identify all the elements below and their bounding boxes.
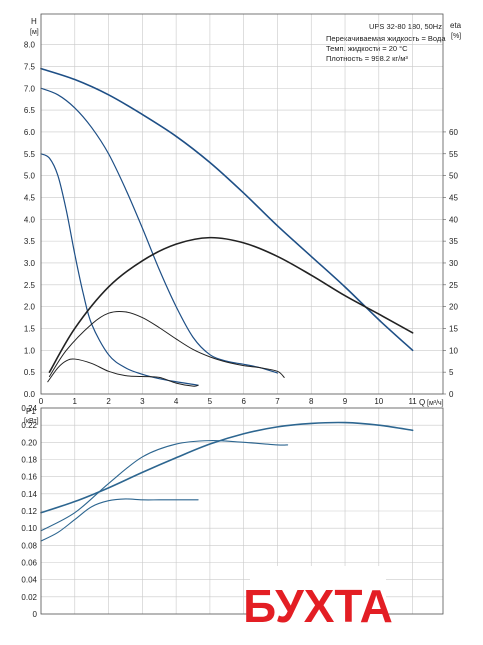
- x-tick-label: 4: [174, 397, 179, 406]
- head-curve: [40, 153, 199, 386]
- y-tick-label: 7.0: [24, 84, 36, 93]
- y2-tick-label: 25: [449, 281, 458, 290]
- y-tick-label: 0.5: [24, 368, 36, 377]
- x-tick-label: 0: [39, 397, 44, 406]
- y-tick-label: 4.5: [24, 193, 36, 202]
- logo-watermark: БУХТА: [243, 566, 393, 632]
- y-tick-label: 6.0: [24, 128, 36, 137]
- power-axis-unit: [кВт]: [24, 418, 39, 425]
- y2-tick-label: 0: [449, 390, 454, 399]
- y2-tick-label: 15: [449, 324, 458, 333]
- x-tick-label: 6: [241, 397, 246, 406]
- efficiency-curve: [48, 310, 285, 378]
- y2-tick-label: 5: [449, 368, 454, 377]
- y2-axis-title: eta: [450, 21, 462, 30]
- y2-tick-label: 10: [449, 346, 458, 355]
- power-tick-label: 0.14: [21, 490, 37, 499]
- x-tick-label: 7: [275, 397, 280, 406]
- y-tick-label: 1.5: [24, 324, 36, 333]
- power-curve: [40, 440, 289, 532]
- y2-tick-label: 40: [449, 215, 458, 224]
- y-tick-label: 1.0: [24, 346, 36, 355]
- power-tick-label: 0.12: [21, 507, 37, 516]
- head-curve: [40, 67, 414, 352]
- y2-axis-unit: [%]: [451, 33, 461, 40]
- efficiency-curve: [47, 358, 199, 387]
- y2-tick-label: 20: [449, 303, 458, 312]
- y-tick-label: 3.0: [24, 259, 36, 268]
- tick-labels: 0 1 2 3 4 5 6 7 8 9 10 110.00.51.01.52.02.53.03.54.…: [21, 41, 458, 619]
- efficiency-curve: [48, 236, 414, 373]
- power-tick-label: 0: [33, 610, 38, 619]
- power-tick-label: 0.16: [21, 473, 37, 482]
- x-tick-label: 9: [343, 397, 348, 406]
- y2-tick-label: 45: [449, 193, 458, 202]
- top-plot-frame: [40, 13, 444, 395]
- power-tick-label: 0.24: [21, 404, 37, 413]
- head-curve: [40, 87, 279, 374]
- y-tick-label: 8.0: [24, 41, 36, 50]
- temperature-label: Темп. жидкости = 20 °C: [326, 44, 408, 53]
- y2-tick-label: 30: [449, 259, 458, 268]
- x-tick-label: 5: [208, 397, 213, 406]
- power-tick-label: 0.02: [21, 593, 37, 602]
- y-axis-unit: [м]: [30, 29, 39, 36]
- pump-model-label: UPS 32-80 180, 50Hz: [369, 22, 442, 31]
- curves: [40, 67, 414, 542]
- power-tick-label: 0.22: [21, 421, 37, 430]
- power-tick-label: 0.18: [21, 456, 37, 465]
- y-axis-title: H: [31, 17, 37, 26]
- power-tick-label: 0.04: [21, 576, 37, 585]
- x-tick-label: 10: [374, 397, 383, 406]
- x-tick-label: 3: [140, 397, 145, 406]
- x-tick-label: 8: [309, 397, 314, 406]
- y2-tick-label: 60: [449, 128, 458, 137]
- y-tick-label: 0.0: [24, 390, 36, 399]
- y-tick-label: 2.0: [24, 303, 36, 312]
- y-tick-label: 5.5: [24, 150, 36, 159]
- x-axis-unit: [м³/ч]: [427, 400, 444, 407]
- bottom-plot-frame: [40, 407, 444, 615]
- power-tick-label: 0.10: [21, 524, 37, 533]
- x-tick-label: 2: [106, 397, 111, 406]
- power-tick-label: 0.20: [21, 438, 37, 447]
- y-tick-label: 6.5: [24, 106, 36, 115]
- y-tick-label: 5.0: [24, 172, 36, 181]
- power-tick-label: 0.08: [21, 541, 37, 550]
- x-axis-title: Q: [419, 398, 425, 407]
- power-curve: [40, 421, 414, 514]
- x-tick-label: 11: [408, 397, 417, 406]
- top-grid: [40, 14, 443, 395]
- logo-text: БУХТА: [243, 580, 393, 632]
- y-tick-label: 2.5: [24, 281, 36, 290]
- y-tick-label: 4.0: [24, 215, 36, 224]
- y-tick-label: 7.5: [24, 62, 36, 71]
- power-tick-label: 0.06: [21, 559, 37, 568]
- y-tick-label: 3.5: [24, 237, 36, 246]
- x-tick-label: 1: [73, 397, 78, 406]
- y2-tick-label: 55: [449, 150, 458, 159]
- y2-tick-label: 50: [449, 172, 458, 181]
- fluid-label: Перекачиваемая жидкость = Вода: [326, 34, 446, 43]
- y2-tick-label: 35: [449, 237, 458, 246]
- power-curve: [40, 498, 199, 542]
- power-axis-title: P1: [26, 407, 36, 416]
- density-label: Плотность = 998.2 кг/м³: [326, 54, 408, 63]
